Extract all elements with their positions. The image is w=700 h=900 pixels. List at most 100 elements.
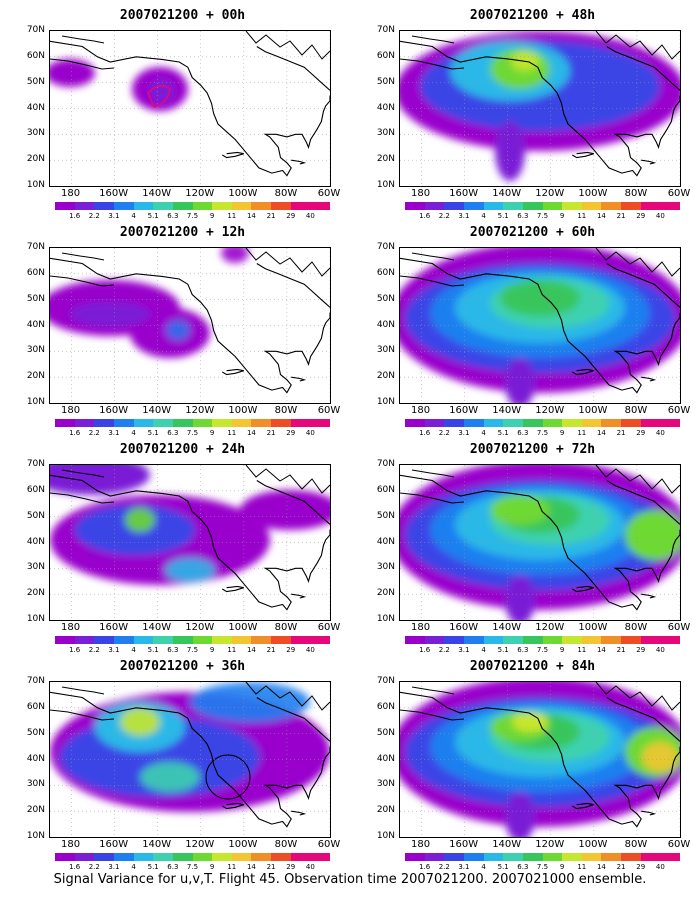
colorbar-swatch: [542, 419, 563, 427]
latitude-label: 70N: [26, 242, 45, 252]
colorbar-label: 14: [596, 429, 606, 437]
colorbar-label: 2.2: [88, 863, 100, 871]
colorbar-swatch: [621, 853, 642, 861]
latitude-label: 40N: [376, 319, 395, 330]
coastline: [400, 465, 680, 611]
latitude-label: 20N: [26, 805, 45, 816]
colorbar-swatch: [55, 419, 76, 427]
colorbar-swatch: [94, 202, 115, 210]
colorbar-swatch: [405, 202, 426, 210]
colorbar-swatch: [483, 202, 504, 210]
coastline: [400, 31, 680, 177]
map-panel: 2007021200 + 24h 70N 60N 50N 40N 30N 20N 10N 180…: [15, 442, 350, 657]
colorbar-label: 14: [246, 429, 256, 437]
coastline: [50, 465, 330, 611]
longitude-label: 100W: [578, 188, 608, 199]
map-canvas: [50, 465, 330, 620]
latitude-label: 20N: [26, 154, 45, 165]
longitude-label: 60W: [317, 188, 341, 199]
colorbar-swatch: [94, 853, 115, 861]
colorbar-swatch: [55, 636, 76, 644]
colorbar-label: 3.1: [108, 646, 120, 654]
colorbar-swatch: [192, 636, 213, 644]
colorbar-label: 9: [559, 212, 565, 220]
longitude-label: 60W: [317, 622, 341, 633]
colorbar-swatch: [424, 636, 445, 644]
panel-title: 2007021200 + 36h: [119, 659, 246, 674]
colorbar-label: 21: [616, 429, 626, 437]
colorbar-label: 11: [227, 429, 237, 437]
latitude-label: 40N: [26, 536, 45, 547]
colorbar-label: 11: [227, 212, 237, 220]
colorbar-swatch: [212, 202, 233, 210]
gridlines: [50, 465, 330, 620]
colorbar-label: 6.3: [517, 429, 529, 437]
longitude-label: 60W: [317, 405, 341, 416]
latitude-label: 20N: [376, 371, 395, 382]
colorbar-label: 29: [636, 212, 646, 220]
gridlines: [50, 31, 330, 186]
panel-title: 2007021200 + 60h: [469, 225, 596, 240]
colorbar-swatch: [503, 202, 524, 210]
colorbar-label: 21: [616, 863, 626, 871]
latitude-label: 10N: [376, 180, 395, 190]
map-canvas: [400, 682, 680, 837]
colorbar-swatch: [424, 202, 445, 210]
colorbar-swatch: [310, 419, 331, 427]
colorbar-swatch: [640, 853, 661, 861]
colorbar-swatch: [271, 853, 292, 861]
colorbar-swatch: [113, 202, 135, 210]
colorbar-label: 3.1: [458, 212, 470, 220]
colorbar: [405, 636, 681, 644]
colorbar-label: 21: [266, 863, 276, 871]
latitude-label: 50N: [376, 727, 395, 738]
colorbar-label: 1.6: [419, 212, 431, 220]
colorbar-label: 29: [286, 646, 296, 654]
colorbar-label: 11: [227, 646, 237, 654]
longitude-label: 160W: [99, 622, 129, 633]
colorbar-label: 9: [209, 212, 215, 220]
colorbar-swatch: [542, 202, 563, 210]
variance-field: [50, 59, 188, 111]
latitude-label: 30N: [376, 128, 395, 139]
latitude-label: 20N: [376, 588, 395, 599]
longitude-label: 180: [60, 188, 81, 199]
colorbar-swatch: [483, 636, 504, 644]
colorbar-label: 1.6: [69, 429, 81, 437]
longitude-label: 100W: [228, 839, 258, 850]
longitude-label: 160W: [449, 405, 479, 416]
colorbar-label: 40: [655, 429, 665, 437]
latitude-label: 30N: [376, 345, 395, 356]
colorbar-label: 3.1: [458, 646, 470, 654]
colorbar-label: 9: [209, 646, 215, 654]
colorbar-label: 29: [636, 863, 646, 871]
colorbar-label: 5.1: [497, 863, 509, 871]
colorbar-swatch: [581, 636, 602, 644]
colorbar-swatch: [310, 853, 331, 861]
colorbar-swatch: [172, 202, 193, 210]
latitude-label: 70N: [26, 25, 45, 35]
panel-title: 2007021200 + 72h: [469, 442, 596, 457]
colorbar: [55, 419, 331, 427]
latitude-label: 60N: [376, 701, 395, 712]
longitude-label: 80W: [624, 405, 648, 416]
longitude-label: 160W: [449, 188, 479, 199]
colorbar-label: 3.1: [108, 429, 120, 437]
longitude-label: 120W: [535, 405, 565, 416]
map-canvas: [50, 682, 330, 837]
colorbar-swatch: [113, 636, 135, 644]
colorbar-swatch: [601, 419, 622, 427]
longitude-label: 60W: [667, 188, 691, 199]
colorbar-label: 6.3: [517, 212, 529, 220]
latitude-label: 70N: [376, 25, 395, 35]
map-frame: [399, 464, 681, 621]
coastline: [50, 248, 330, 394]
colorbar: [55, 636, 331, 644]
colorbar-label: 29: [286, 863, 296, 871]
colorbar-swatch: [660, 636, 681, 644]
panel-title: 2007021200 + 48h: [469, 8, 596, 23]
colorbar-swatch: [581, 202, 602, 210]
variance-field: [50, 465, 330, 585]
map-panel: 2007021200 + 60h 70N 60N 50N 40N 30N 20N 10N 180…: [365, 225, 700, 440]
longitude-label: 80W: [624, 188, 648, 199]
